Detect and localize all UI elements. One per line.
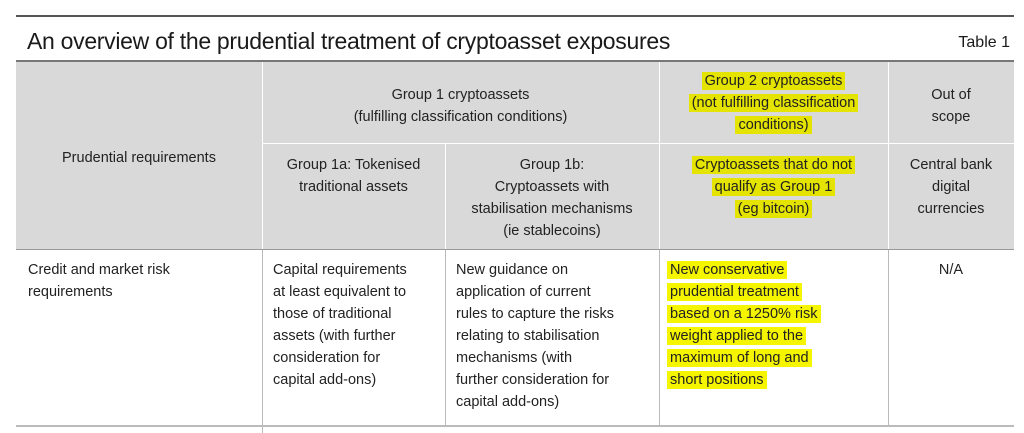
- row-group2: New conservative prudential treatment ba…: [667, 259, 885, 391]
- divider: [262, 143, 1014, 144]
- top-rule: [16, 15, 1014, 17]
- row-group1b: New guidance on application of current r…: [456, 262, 614, 410]
- title-rule: [16, 60, 1014, 62]
- header-prudential-requirements: Prudential requirements: [62, 150, 216, 166]
- row-out-of-scope: N/A: [938, 262, 964, 278]
- highlighted-text: Cryptoassets that do not qualify as Grou…: [691, 156, 856, 218]
- header-group2-sub: Cryptoassets that do not qualify as Grou…: [659, 154, 888, 220]
- header-cbdc: Central bank digital currencies: [909, 157, 993, 217]
- divider: [659, 250, 660, 426]
- divider: [888, 62, 889, 249]
- header-group2: Group 2 cryptoassets (not fulfilling cla…: [659, 70, 888, 136]
- row-requirement: Credit and market risk requirements: [28, 262, 170, 300]
- divider: [262, 62, 263, 249]
- header-group1: Group 1 cryptoassets (fulfilling classif…: [353, 87, 568, 125]
- row-group1a: Capital requirements at least equivalent…: [273, 262, 407, 388]
- header-group1b: Group 1b: Cryptoassets with stabilisatio…: [471, 157, 633, 239]
- divider: [888, 250, 889, 426]
- header-rule: [16, 249, 1014, 250]
- table-number: Table 1: [958, 34, 1010, 51]
- highlighted-text: New conservative prudential treatment ba…: [667, 261, 821, 389]
- row-rule: [16, 425, 1014, 427]
- divider: [659, 62, 660, 249]
- table-title: An overview of the prudential treatment …: [27, 28, 671, 54]
- divider: [262, 250, 263, 433]
- divider: [445, 143, 446, 249]
- header-out-of-scope: Out of scope: [931, 87, 971, 125]
- highlighted-text: Group 2 cryptoassets (not fulfilling cla…: [688, 72, 859, 134]
- header-group1a: Group 1a: Tokenised traditional assets: [286, 157, 421, 195]
- divider: [445, 250, 446, 426]
